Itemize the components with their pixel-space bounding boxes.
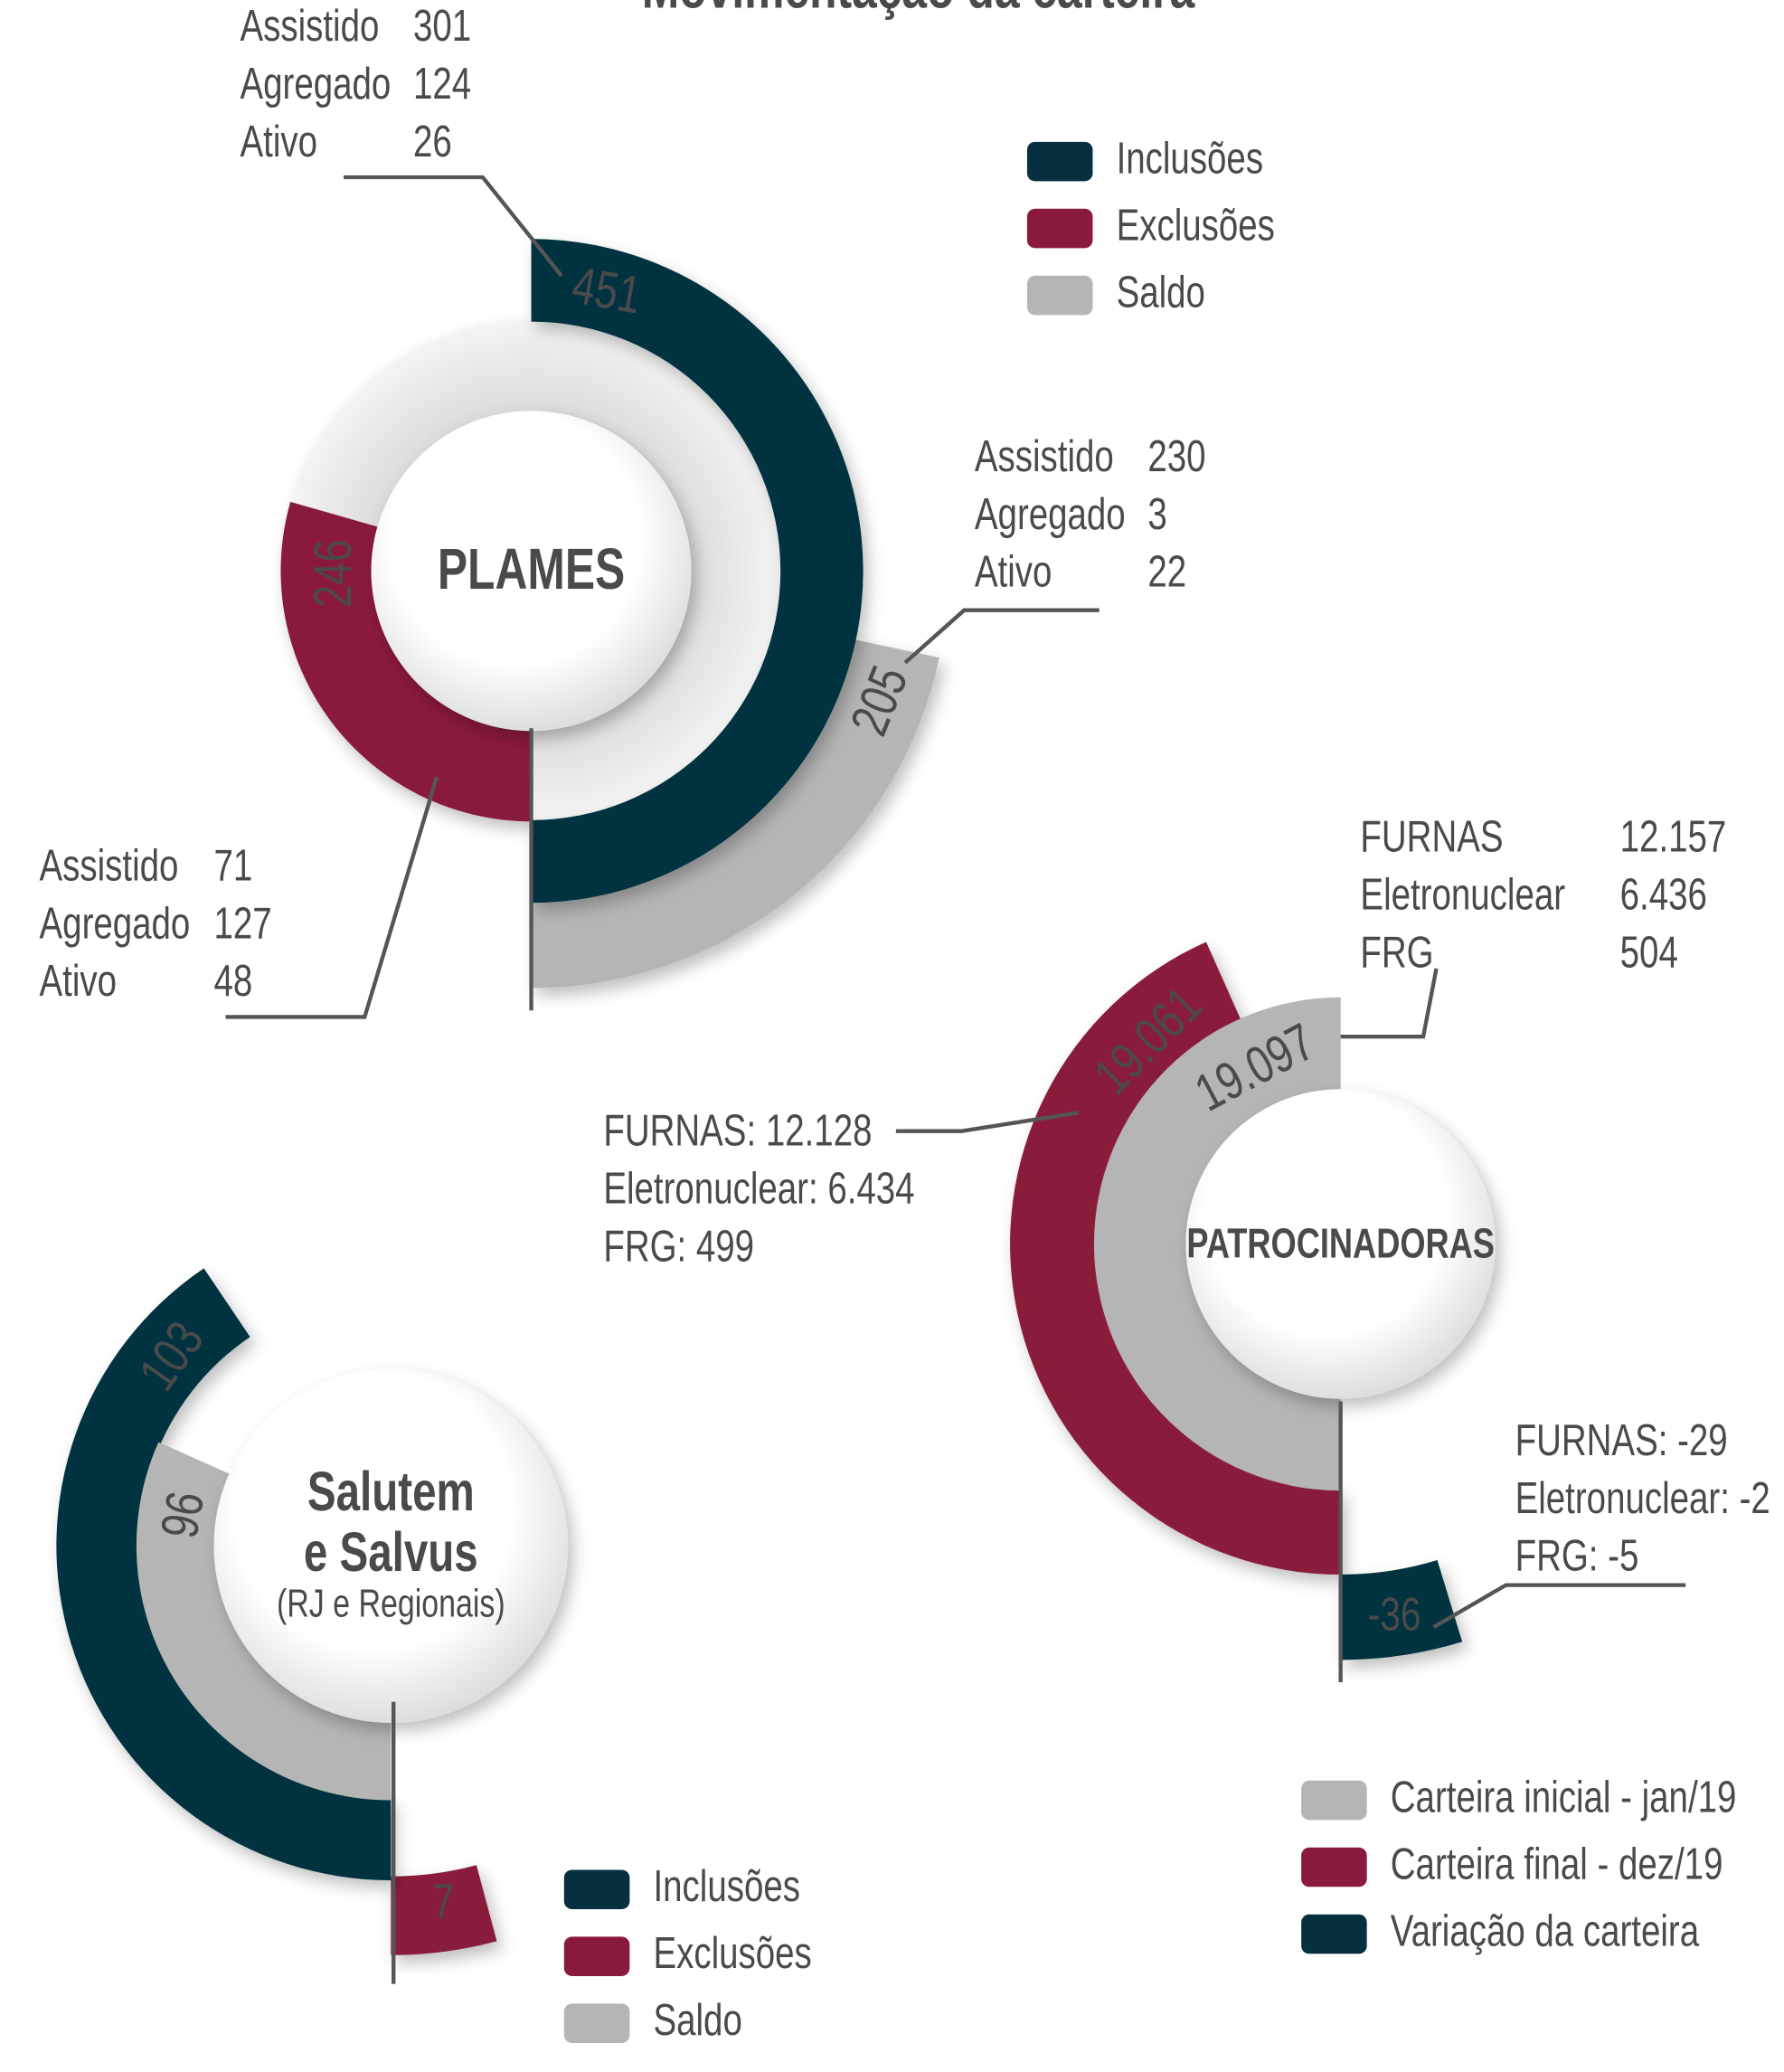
- legend-swatch: [1301, 1847, 1367, 1888]
- detail-line: Eletronuclear: -2: [1515, 1473, 1770, 1523]
- center-disc: [371, 411, 692, 732]
- center-label: e Salvus: [304, 1521, 478, 1583]
- value-label: 246: [305, 539, 363, 607]
- detail-name: Assistido: [40, 841, 179, 891]
- legend-label: Inclusões: [1117, 134, 1263, 184]
- detail-line: FRG: -5: [1515, 1531, 1639, 1581]
- detail-value: 22: [1147, 547, 1186, 597]
- legend-label: Saldo: [653, 1996, 741, 2046]
- detail-name: Ativo: [975, 547, 1052, 597]
- leader-line: [344, 175, 563, 278]
- legend-label: Variação da carteira: [1391, 1906, 1700, 1956]
- detail-name: Agregado: [40, 899, 191, 949]
- legend-swatch: [1026, 141, 1093, 182]
- legend-swatch: [563, 2003, 630, 2043]
- detail-name: Agregado: [240, 59, 391, 109]
- detail-value: 127: [213, 899, 271, 949]
- center-label: PLAMES: [438, 537, 625, 601]
- exclusoes-arc: [391, 1865, 497, 1955]
- center-label: PATROCINADORAS: [1186, 1219, 1495, 1266]
- legend-label: Carteira inicial - jan/19: [1391, 1773, 1737, 1822]
- detail-value: 3: [1147, 489, 1166, 539]
- center-label: Salutem: [307, 1461, 475, 1522]
- detail-value: 301: [413, 2, 471, 52]
- value-label: 451: [568, 256, 646, 326]
- leader-line: [895, 1111, 1079, 1133]
- legend-swatch: [1026, 275, 1093, 316]
- inicial-arc: [1093, 997, 1341, 1491]
- value-label: 96: [150, 1488, 215, 1543]
- detail-value: 124: [413, 59, 471, 109]
- detail-name: Ativo: [240, 117, 317, 166]
- detail-name: Agregado: [975, 489, 1126, 539]
- legend-label: Inclusões: [653, 1862, 799, 1912]
- legend-label: Exclusões: [653, 1929, 811, 1979]
- legend-label: Exclusões: [1117, 201, 1275, 251]
- legend-swatch: [1026, 208, 1093, 249]
- detail-line: FRG: 499: [603, 1222, 754, 1272]
- detail-value: 12.157: [1620, 812, 1727, 862]
- leader-line: [1340, 968, 1439, 1039]
- center-sublabel: (RJ e Regionais): [277, 1582, 505, 1625]
- detail-name: Assistido: [975, 431, 1114, 481]
- leader-line: [903, 608, 1100, 665]
- title: Movimentação da carteira: [642, 0, 1195, 21]
- detail-name: FURNAS: [1360, 812, 1503, 862]
- detail-value: 71: [213, 841, 252, 891]
- final-arc: [1010, 941, 1341, 1575]
- saldo-arc: [531, 639, 939, 989]
- detail-value: 26: [413, 117, 452, 166]
- detail-name: Assistido: [240, 2, 379, 52]
- leader-line: [1432, 1583, 1686, 1629]
- center-disc: [213, 1368, 569, 1723]
- detail-name: FRG: [1360, 928, 1433, 978]
- value-label: -36: [1368, 1588, 1421, 1641]
- inclusoes-arc: [531, 239, 864, 904]
- variacao-arc: [1340, 1560, 1463, 1660]
- detail-line: Eletronuclear: 6.434: [603, 1164, 914, 1214]
- legend-label: Saldo: [1117, 268, 1205, 317]
- detail-value: 48: [213, 957, 252, 1007]
- detail-name: Eletronuclear: [1360, 870, 1565, 920]
- detail-value: 6.436: [1620, 870, 1707, 920]
- legend-swatch: [563, 1869, 630, 1909]
- detail-line: FURNAS: -29: [1515, 1415, 1728, 1465]
- legend-swatch: [563, 1936, 630, 1976]
- leader-line: [225, 776, 439, 1019]
- value-label: 7: [432, 1874, 454, 1929]
- detail-name: Ativo: [40, 957, 118, 1007]
- inclusoes-arc: [56, 1268, 392, 1881]
- center-disc: [1185, 1089, 1496, 1399]
- detail-value: 504: [1620, 928, 1678, 978]
- legend-swatch: [1301, 1780, 1367, 1821]
- detail-value: 230: [1147, 431, 1205, 481]
- detail-line: FURNAS: 12.128: [603, 1106, 872, 1156]
- exclusoes-arc: [280, 501, 532, 822]
- legend-swatch: [1301, 1914, 1367, 1954]
- legend-label: Carteira final - dez/19: [1391, 1840, 1723, 1889]
